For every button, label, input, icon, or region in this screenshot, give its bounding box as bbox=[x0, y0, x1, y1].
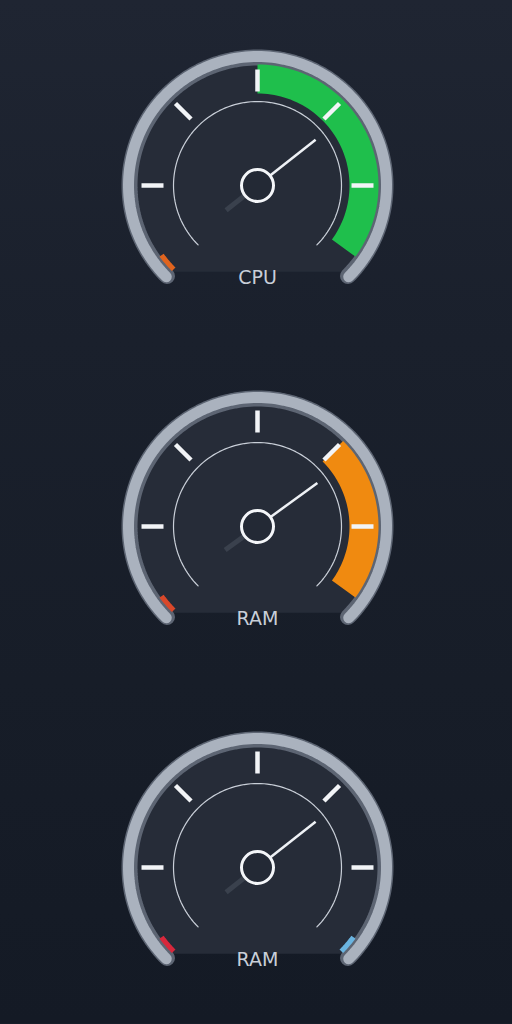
svg-text:CPU: CPU bbox=[238, 266, 277, 288]
svg-text:RAM: RAM bbox=[237, 607, 279, 629]
svg-text:RAM: RAM bbox=[237, 948, 279, 970]
